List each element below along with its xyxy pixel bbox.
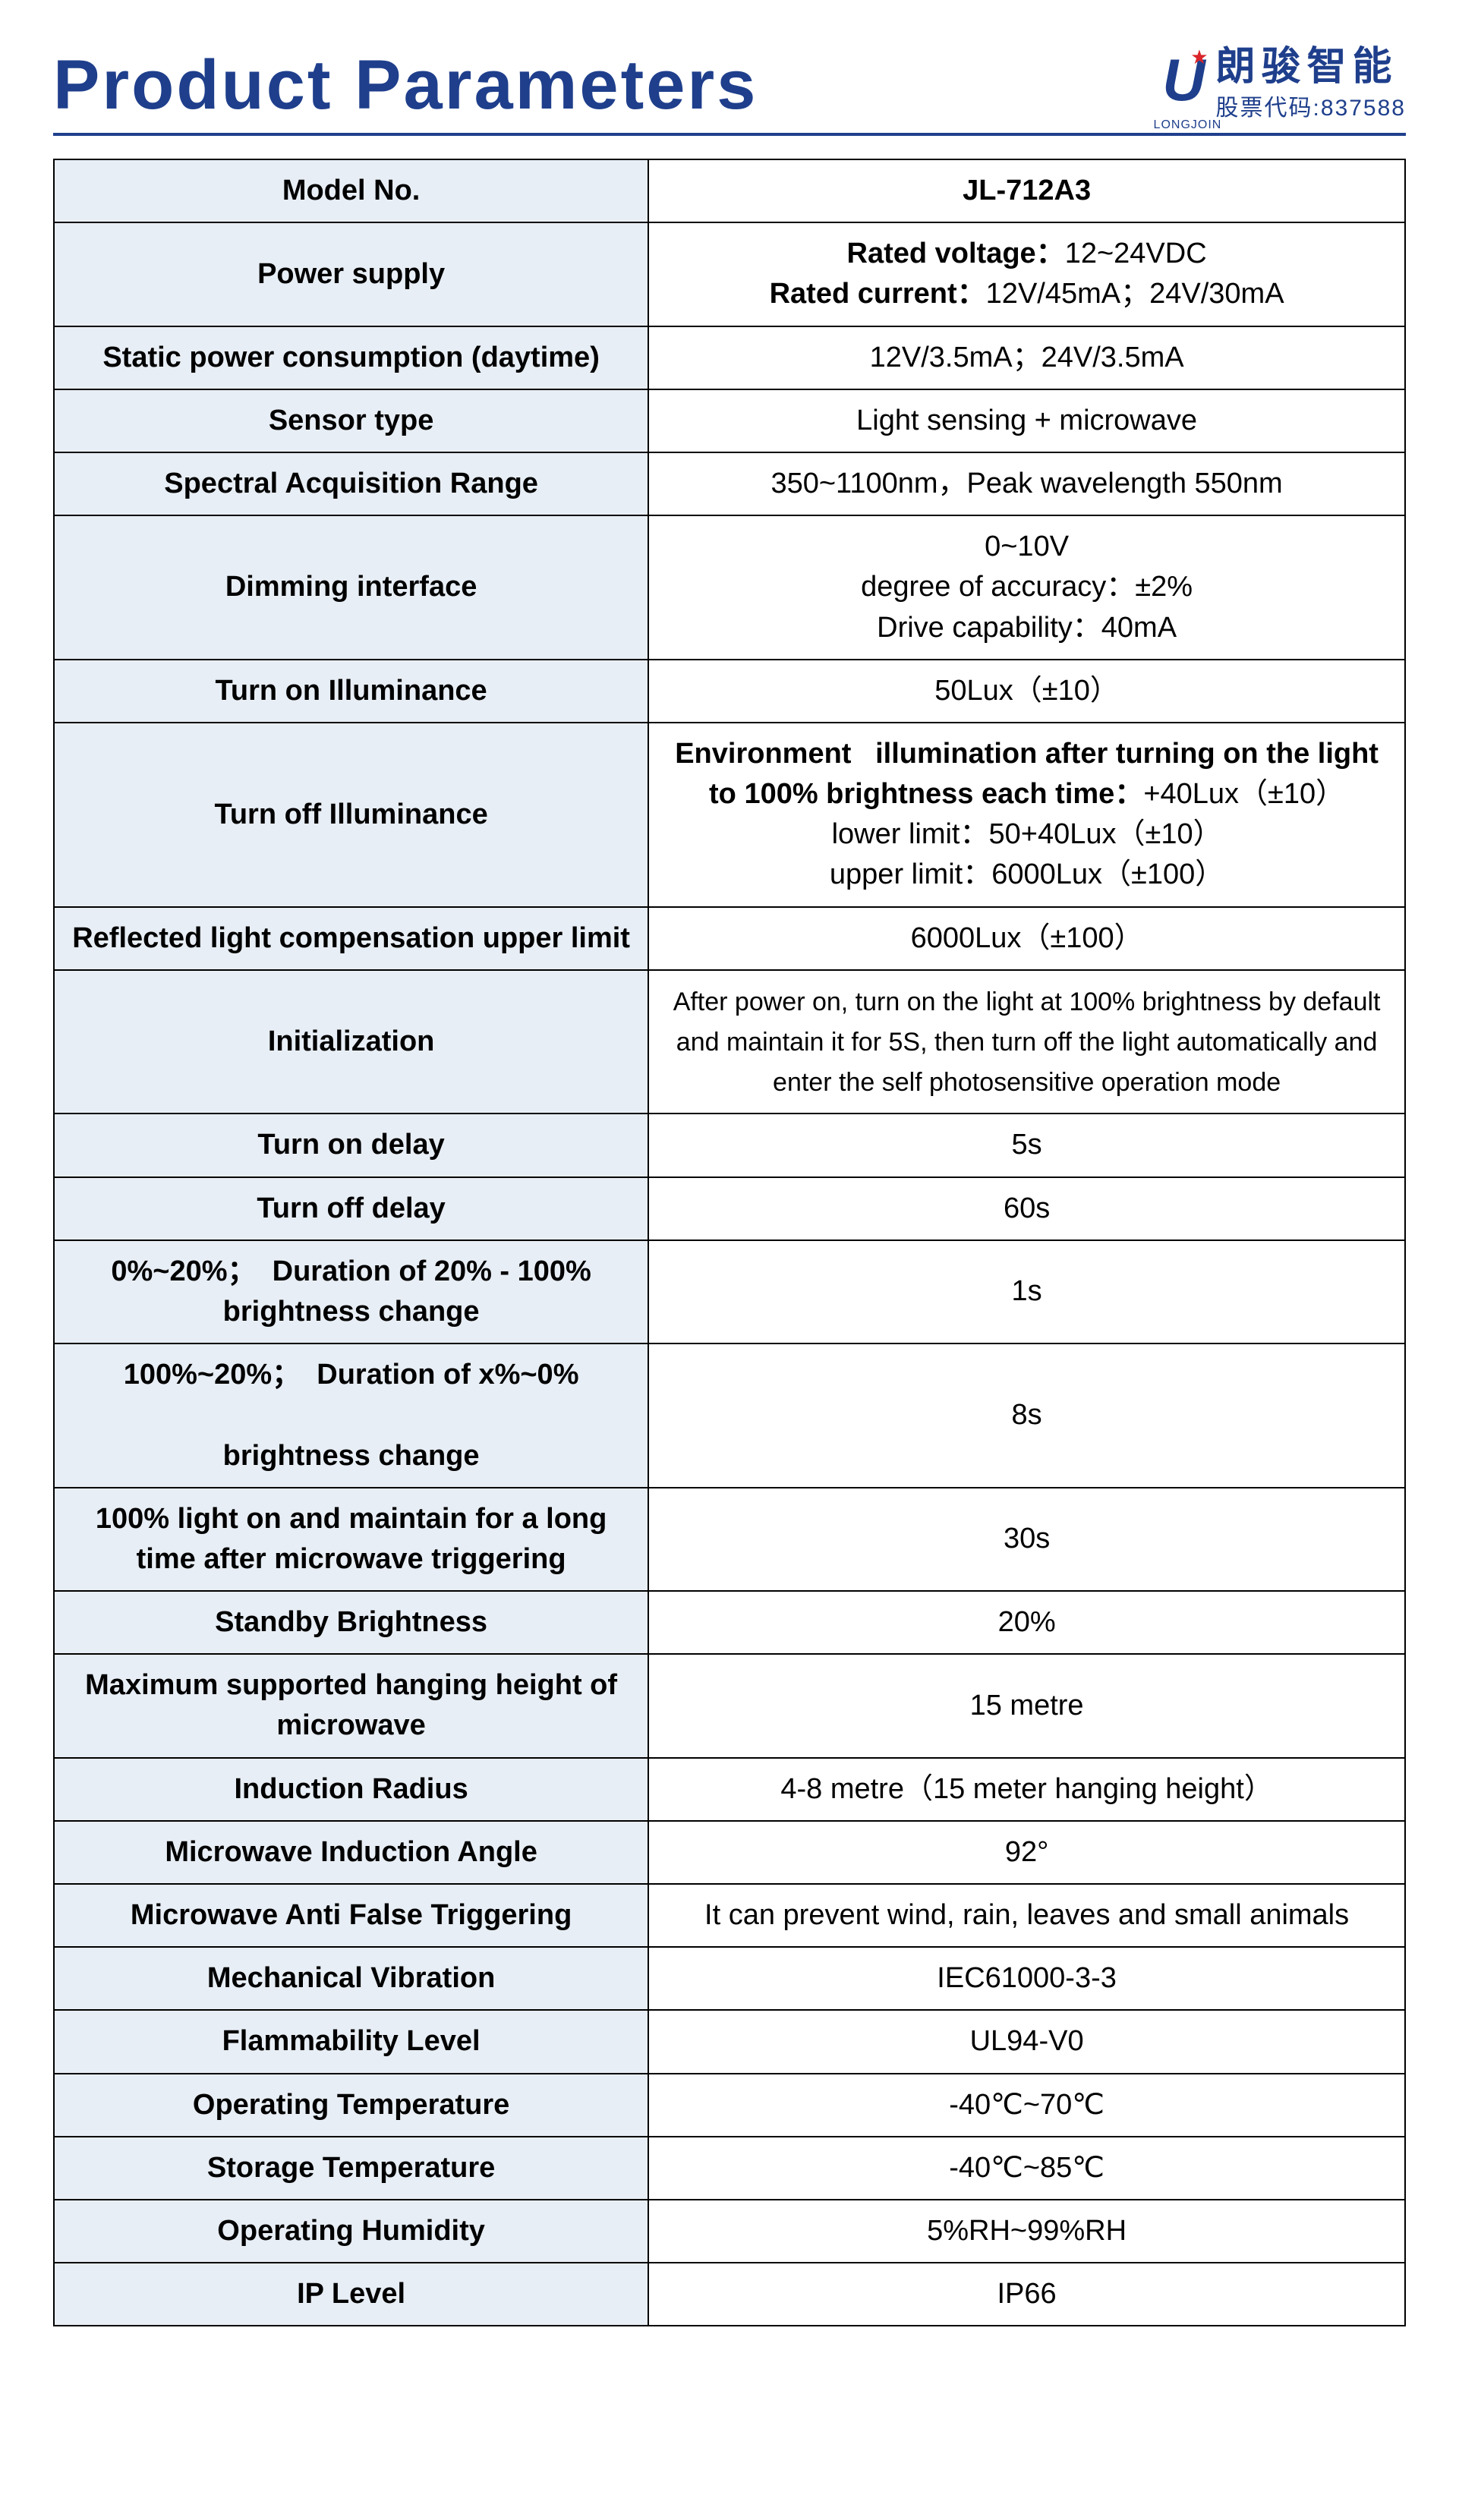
param-label: Mechanical Vibration [54,1947,648,2010]
table-row: Microwave Anti False TriggeringIt can pr… [54,1884,1405,1947]
param-value: 20% [648,1591,1405,1654]
param-value: 4-8 metre（15 meter hanging height） [648,1758,1405,1821]
param-value: -40℃~85℃ [648,2137,1405,2200]
logo-mark: U ★ LONGJOIN [1157,50,1205,118]
table-row: Standby Brightness20% [54,1591,1405,1654]
table-row: Turn on delay5s [54,1114,1405,1177]
table-row: 100% light on and maintain for a long ti… [54,1488,1405,1591]
param-label: Model No. [54,159,648,222]
param-label: Turn off Illuminance [54,723,648,907]
param-label: Flammability Level [54,2010,648,2073]
header-divider [53,133,1406,136]
param-label: Static power consumption (daytime) [54,326,648,389]
logo-stock-code: 股票代码:837588 [1216,89,1406,122]
table-row: Turn off delay60s [54,1177,1405,1240]
table-row: Turn off IlluminanceEnvironment illumina… [54,723,1405,907]
table-row: Sensor typeLight sensing + microwave [54,389,1405,452]
page-header: Product Parameters U ★ LONGJOIN 朗骏智能 股票代… [53,46,1406,125]
table-row: Flammability LevelUL94-V0 [54,2010,1405,2073]
param-value: UL94-V0 [648,2010,1405,2073]
table-row: Maximum supported hanging height of micr… [54,1654,1405,1757]
param-label: Turn on Illuminance [54,660,648,723]
param-label: Spectral Acquisition Range [54,452,648,515]
param-value: 60s [648,1177,1405,1240]
param-value: 50Lux（±10） [648,660,1405,723]
param-label: IP Level [54,2263,648,2326]
star-icon: ★ [1190,46,1208,69]
param-label: 100% light on and maintain for a long ti… [54,1488,648,1591]
param-label: 100%~20%； Duration of x%~0%brightness ch… [54,1343,648,1488]
logo-brand-cn: 朗骏智能 [1216,46,1406,89]
page-title: Product Parameters [53,46,758,125]
table-row: Static power consumption (daytime)12V/3.… [54,326,1405,389]
logo-text: 朗骏智能 股票代码:837588 [1216,46,1406,122]
param-label: Initialization [54,970,648,1114]
param-label: Storage Temperature [54,2137,648,2200]
logo-brand-en: LONGJOIN [1154,118,1222,132]
param-value: IEC61000-3-3 [648,1947,1405,2010]
param-value: 12V/3.5mA；24V/3.5mA [648,326,1405,389]
table-row: Operating Humidity5%RH~99%RH [54,2200,1405,2263]
param-value: 6000Lux（±100） [648,907,1405,970]
table-row: InitializationAfter power on, turn on th… [54,970,1405,1114]
table-row: Operating Temperature-40℃~70℃ [54,2074,1405,2137]
param-label: Sensor type [54,389,648,452]
table-row: 100%~20%； Duration of x%~0%brightness ch… [54,1343,1405,1488]
param-label: Power supply [54,222,648,326]
table-row: Storage Temperature-40℃~85℃ [54,2137,1405,2200]
table-row: Dimming interface0~10Vdegree of accuracy… [54,515,1405,660]
param-label: Reflected light compensation upper limit [54,907,648,970]
param-value: 8s [648,1343,1405,1488]
param-label: Turn on delay [54,1114,648,1177]
param-value: 350~1100nm，Peak wavelength 550nm [648,452,1405,515]
table-row: Spectral Acquisition Range350~1100nm，Pea… [54,452,1405,515]
param-label: Turn off delay [54,1177,648,1240]
table-row: Power supplyRated voltage：12~24VDCRated … [54,222,1405,326]
param-value: Light sensing + microwave [648,389,1405,452]
table-row: Microwave Induction Angle92° [54,1821,1405,1884]
param-label: Maximum supported hanging height of micr… [54,1654,648,1757]
param-label: 0%~20%； Duration of 20% - 100% brightnes… [54,1240,648,1343]
param-value: -40℃~70℃ [648,2074,1405,2137]
param-value: 92° [648,1821,1405,1884]
param-value: 0~10Vdegree of accuracy：±2%Drive capabil… [648,515,1405,660]
param-label: Induction Radius [54,1758,648,1821]
param-value: JL-712A3 [648,159,1405,222]
param-value: IP66 [648,2263,1405,2326]
brand-logo: U ★ LONGJOIN 朗骏智能 股票代码:837588 [1157,46,1406,122]
param-value: It can prevent wind, rain, leaves and sm… [648,1884,1405,1947]
table-row: Mechanical VibrationIEC61000-3-3 [54,1947,1405,2010]
table-row: IP LevelIP66 [54,2263,1405,2326]
param-label: Operating Humidity [54,2200,648,2263]
param-label: Microwave Anti False Triggering [54,1884,648,1947]
param-value: 1s [648,1240,1405,1343]
param-value: Rated voltage：12~24VDCRated current：12V/… [648,222,1405,326]
param-value: 15 metre [648,1654,1405,1757]
table-row: Model No.JL-712A3 [54,159,1405,222]
param-label: Standby Brightness [54,1591,648,1654]
parameters-table: Model No.JL-712A3Power supplyRated volta… [53,159,1406,2326]
param-value: After power on, turn on the light at 100… [648,970,1405,1114]
param-value: Environment illumination after turning o… [648,723,1405,907]
table-row: Reflected light compensation upper limit… [54,907,1405,970]
table-row: 0%~20%； Duration of 20% - 100% brightnes… [54,1240,1405,1343]
table-row: Turn on Illuminance50Lux（±10） [54,660,1405,723]
param-label: Microwave Induction Angle [54,1821,648,1884]
param-value: 5%RH~99%RH [648,2200,1405,2263]
param-label: Operating Temperature [54,2074,648,2137]
table-row: Induction Radius4-8 metre（15 meter hangi… [54,1758,1405,1821]
param-value: 30s [648,1488,1405,1591]
param-label: Dimming interface [54,515,648,660]
param-value: 5s [648,1114,1405,1177]
